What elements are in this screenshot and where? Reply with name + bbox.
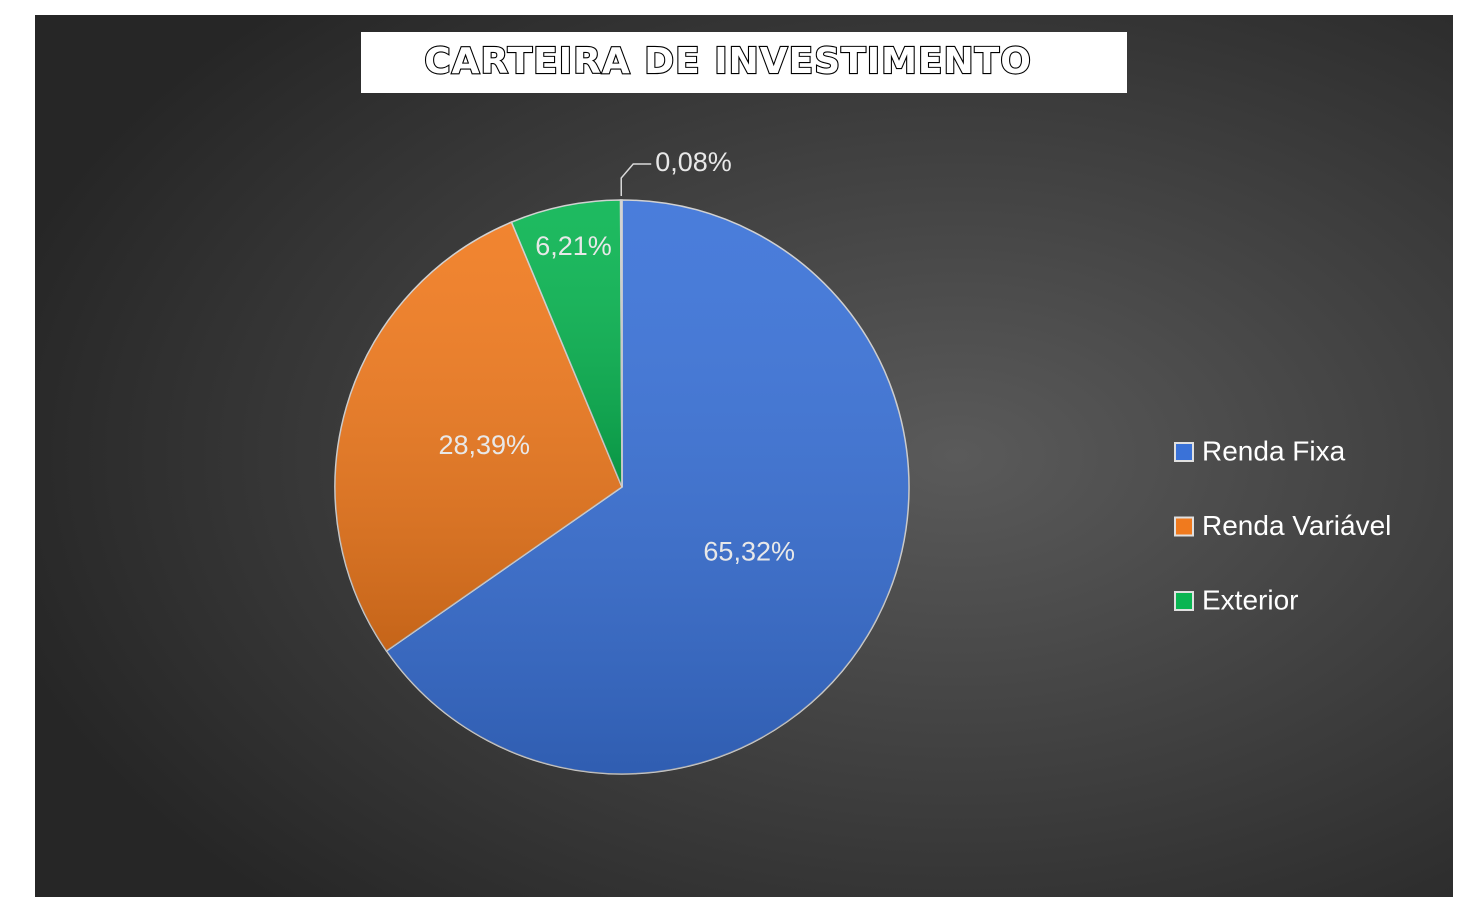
legend-swatch bbox=[1174, 591, 1194, 611]
legend: Renda Fixa Renda Variável Exterior bbox=[1174, 435, 1391, 615]
slice-shade bbox=[620, 200, 622, 487]
title-box bbox=[361, 32, 1127, 93]
legend-swatch bbox=[1174, 442, 1194, 462]
legend-label: Exterior bbox=[1202, 584, 1298, 615]
data-label: 28,39% bbox=[438, 430, 530, 460]
legend-swatch bbox=[1174, 516, 1194, 537]
pie: 65,32% 28,39% 6,21% 0,08% bbox=[334, 147, 910, 775]
legend-label: Renda Variável bbox=[1202, 510, 1391, 541]
legend-label: Renda Fixa bbox=[1202, 435, 1346, 466]
slice-shade bbox=[511, 200, 622, 487]
data-label: 6,21% bbox=[535, 231, 612, 261]
data-label: 0,08% bbox=[655, 147, 732, 177]
slice-shade bbox=[386, 200, 909, 774]
data-label: 65,32% bbox=[703, 537, 795, 567]
slice-shade bbox=[334, 222, 622, 651]
chart-title: CARTEIRA DE INVESTIMENTO bbox=[424, 41, 1032, 82]
leader-line bbox=[620, 163, 652, 197]
